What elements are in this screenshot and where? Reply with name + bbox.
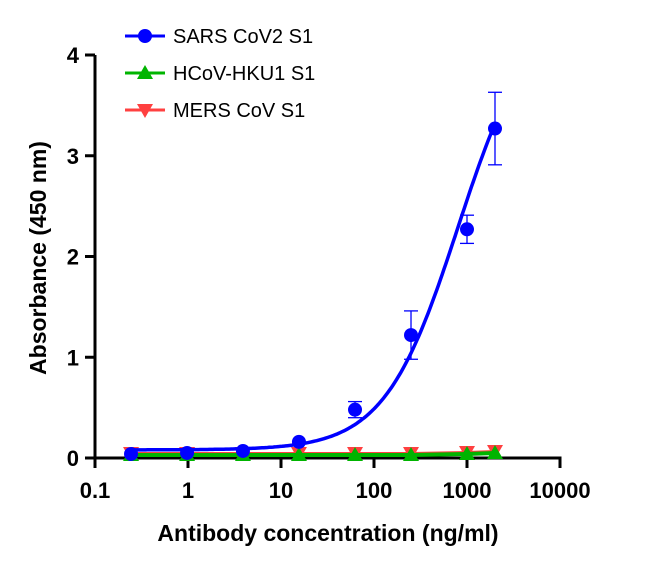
data-point (486, 444, 503, 459)
x-tick-label: 0.1 (80, 478, 111, 503)
data-point (487, 121, 502, 136)
x-tick-label: 100 (356, 478, 393, 503)
x-tick-label: 1000 (443, 478, 492, 503)
plot-area (123, 91, 503, 461)
data-point (291, 434, 306, 449)
data-point (180, 445, 195, 460)
data-point (235, 443, 250, 458)
legend: MERS CoV S1 HCoV-HKU1 S1 SARS CoV2 S1 (125, 26, 315, 122)
legend-marker (137, 104, 153, 118)
series-line (131, 449, 496, 454)
legend-item: MERS CoV S1 (125, 100, 305, 122)
x-axis-label: Antibody concentration (ng/ml) (157, 520, 498, 546)
data-point (124, 446, 139, 461)
data-point (460, 222, 474, 237)
y-tick-label: 1 (67, 345, 79, 370)
x-tick-label: 10 (269, 478, 293, 503)
y-tick-label: 2 (67, 245, 79, 270)
legend-marker (137, 65, 153, 79)
x-tick-label: 1 (182, 478, 194, 503)
y-tick-label: 3 (67, 144, 79, 169)
series-line (131, 450, 496, 457)
series-0 (124, 91, 502, 461)
y-axis-label: Absorbance (450 nm) (25, 141, 51, 375)
y-tick-label: 0 (67, 446, 79, 471)
data-point (290, 446, 307, 461)
data-point (403, 446, 420, 461)
y-tick-label: 4 (67, 43, 80, 68)
legend-label: HCoV-HKU1 S1 (173, 63, 315, 85)
axes: 0.1 1 10 100 1000 10000 0 1 2 3 4 (67, 43, 591, 503)
legend-item: HCoV-HKU1 S1 (125, 63, 315, 85)
x-tick-label: 10000 (529, 478, 590, 503)
data-point (404, 328, 419, 343)
legend-label: MERS CoV S1 (173, 100, 305, 122)
legend-label: SARS CoV2 S1 (173, 26, 313, 48)
legend-item: SARS CoV2 S1 (125, 26, 313, 48)
legend-marker (138, 29, 152, 43)
data-point (347, 446, 364, 461)
fit-curve (131, 123, 497, 452)
data-point (348, 402, 363, 417)
data-point (459, 445, 475, 460)
